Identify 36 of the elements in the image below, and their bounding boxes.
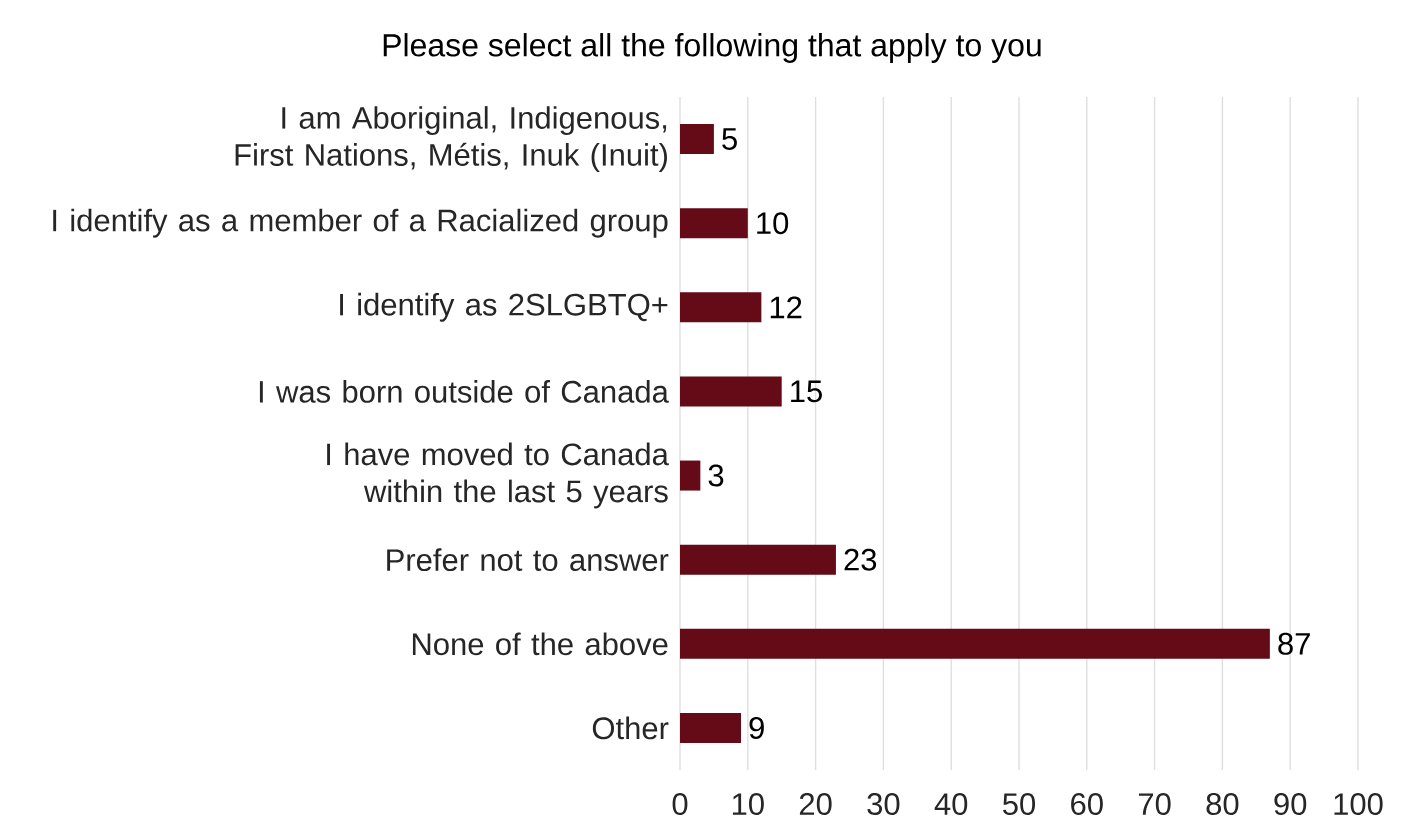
x-tick-label: 10 [732,793,764,816]
y-tick-label: Other [592,716,669,740]
bar [680,208,748,239]
x-tick-label: 0 [672,793,688,816]
y-tick-label: None of the above [412,632,668,656]
x-tick-label: 20 [799,793,832,816]
data-label: 10 [757,212,789,235]
data-label: 87 [1278,632,1310,655]
data-label: 3 [708,464,724,487]
data-label: 12 [770,296,802,319]
x-tick-label: 90 [1274,793,1307,816]
y-tick-label: I have moved to Canada within the last 5 years [327,442,669,509]
data-label: 15 [791,380,822,403]
bar [680,712,742,743]
data-label: 5 [722,128,737,150]
y-tick-label: I am Aboriginal, Indigenous, First Nations, Métis, Inuk (Inuit) [235,106,667,173]
x-tick-label: 50 [1003,793,1036,816]
bar [680,628,1270,659]
data-label: 23 [844,548,877,571]
data-label: 9 [749,716,764,739]
x-tick-label: 100 [1334,793,1383,816]
bar [680,124,714,155]
x-tick-label: 80 [1206,793,1239,816]
y-tick-label: I identify as a member of a Racialized group [53,208,668,238]
x-tick-label: 40 [934,793,968,816]
x-tick-label: 70 [1138,793,1171,816]
x-tick-label: 30 [867,793,900,816]
x-tick-label: 60 [1071,793,1103,816]
y-tick-label: Prefer not to answer [387,548,669,572]
bar [680,292,762,323]
bar [680,544,836,575]
chart-title: Please select all the following that apply to you [383,33,1041,63]
y-tick-label: I identify as 2SLGBTQ+ [340,292,668,322]
bar [680,460,701,491]
y-tick-label: I was born outside of Canada [259,380,669,403]
bar [680,376,782,407]
